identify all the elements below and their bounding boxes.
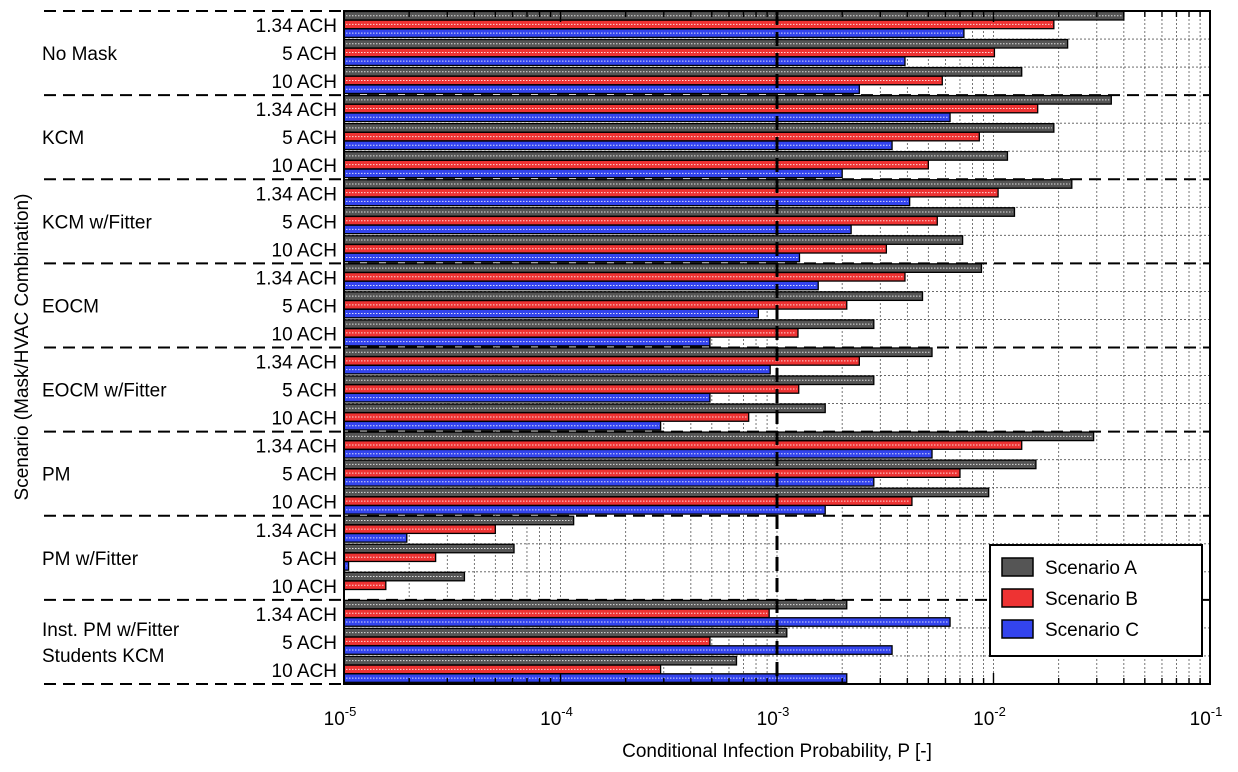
row-label: 5 ACH bbox=[282, 465, 337, 486]
group-label: Students KCM bbox=[42, 646, 165, 667]
row-label: 1.34 ACH bbox=[256, 353, 337, 374]
row-label: 5 ACH bbox=[282, 212, 337, 233]
row-label: 10 ACH bbox=[272, 240, 337, 261]
x-tick-label: 10-4 bbox=[540, 704, 573, 730]
axis-ticks bbox=[343, 11, 1211, 684]
legend-swatch bbox=[1001, 588, 1034, 608]
row-label: 1.34 ACH bbox=[256, 605, 337, 626]
bar-a bbox=[343, 179, 1073, 189]
group-label: KCM bbox=[42, 128, 84, 149]
row-label: 5 ACH bbox=[282, 633, 337, 654]
labels: 10-5 10-4 10-3 10-2 10-1 1.34 ACH 5 ACH 10 ACH N… bbox=[42, 16, 1222, 730]
bar-a bbox=[343, 655, 738, 666]
x-tick-label: 10-5 bbox=[324, 704, 357, 730]
bar-b bbox=[343, 412, 750, 422]
legend: Scenario A Scenario B Scenario C bbox=[989, 544, 1203, 657]
group-label: Inst. PM w/Fitter bbox=[42, 620, 180, 641]
row-label: 5 ACH bbox=[282, 381, 337, 402]
group-separators bbox=[44, 10, 1210, 685]
row-label: 10 ACH bbox=[272, 409, 337, 430]
row-label: 1.34 ACH bbox=[256, 100, 337, 121]
bar-c bbox=[343, 645, 893, 655]
legend-swatch bbox=[1001, 619, 1034, 639]
row-label: 5 ACH bbox=[282, 44, 337, 65]
legend-swatch bbox=[1001, 557, 1034, 577]
row-label: 10 ACH bbox=[272, 577, 337, 598]
row-label: 5 ACH bbox=[282, 549, 337, 570]
row-label: 10 ACH bbox=[272, 493, 337, 514]
row-label: 10 ACH bbox=[272, 156, 337, 177]
group-label: KCM w/Fitter bbox=[42, 212, 152, 233]
row-label: 1.34 ACH bbox=[256, 521, 337, 542]
row-label: 10 ACH bbox=[272, 324, 337, 345]
legend-label: Scenario B bbox=[1045, 589, 1138, 610]
group-label: PM w/Fitter bbox=[42, 549, 139, 570]
legend-label: Scenario A bbox=[1045, 558, 1137, 579]
bar-a bbox=[343, 487, 990, 498]
group-label: No Mask bbox=[42, 44, 117, 65]
row-label: 1.34 ACH bbox=[256, 184, 337, 205]
y-axis-title: Scenario (Mask/HVAC Combination) bbox=[12, 194, 33, 501]
group-label: PM bbox=[42, 465, 71, 486]
bar-c bbox=[343, 140, 893, 151]
row-label: 5 ACH bbox=[282, 296, 337, 317]
x-tick-label: 10-3 bbox=[757, 704, 790, 730]
row-label: 10 ACH bbox=[272, 72, 337, 93]
row-label: 1.34 ACH bbox=[256, 437, 337, 458]
row-label: 1.34 ACH bbox=[256, 16, 337, 37]
bar-c bbox=[343, 196, 911, 207]
row-label: 1.34 ACH bbox=[256, 268, 337, 289]
bar-b bbox=[343, 47, 996, 58]
row-label: 10 ACH bbox=[272, 661, 337, 682]
group-label: EOCM w/Fitter bbox=[42, 381, 167, 402]
x-tick-label: 10-2 bbox=[973, 704, 1006, 730]
x-tick-label: 10-1 bbox=[1190, 704, 1223, 730]
row-label: 5 ACH bbox=[282, 128, 337, 149]
x-axis-title: Conditional Infection Probability, P [-] bbox=[622, 741, 932, 762]
bar-a bbox=[343, 543, 515, 554]
group-label: EOCM bbox=[42, 296, 99, 317]
legend-label: Scenario C bbox=[1045, 620, 1139, 641]
bar-b bbox=[343, 159, 929, 170]
